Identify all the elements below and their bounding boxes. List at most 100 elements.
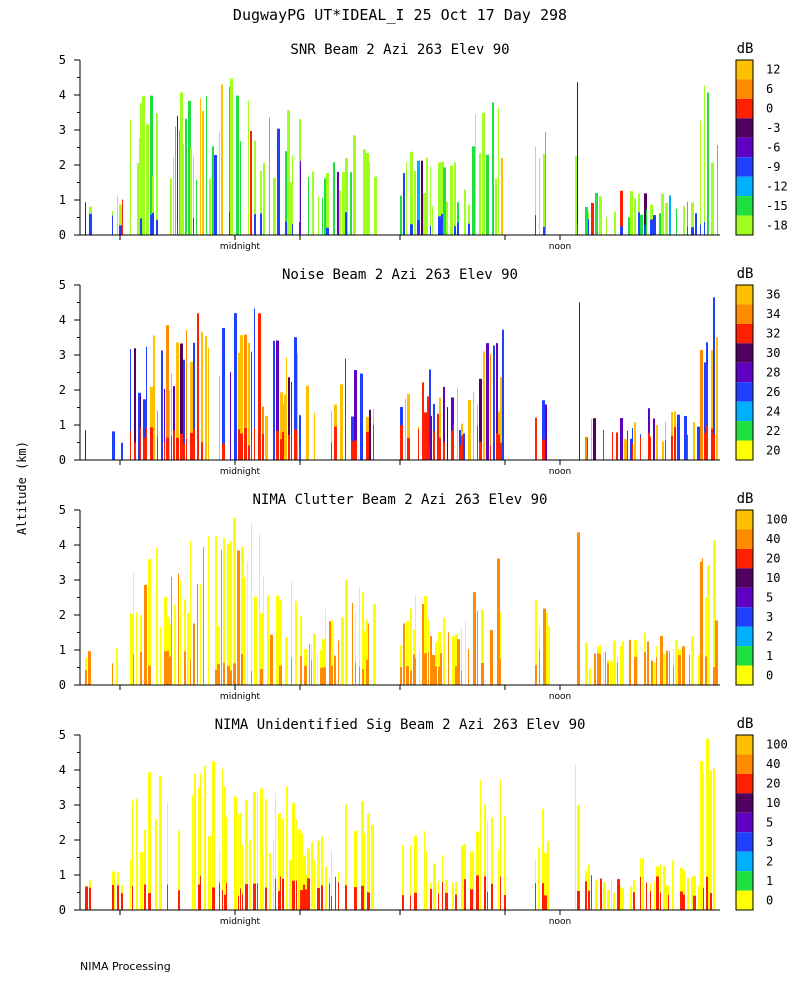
- colorbar-label: 40: [766, 757, 780, 771]
- heatmap-cell: [634, 656, 637, 685]
- heatmap-cell: [197, 663, 198, 685]
- heatmap-cell: [446, 201, 448, 235]
- heatmap-cell: [689, 654, 690, 685]
- heatmap-cell: [138, 392, 141, 460]
- heatmap-cell: [345, 885, 347, 910]
- footer-note: NIMA Processing: [80, 960, 171, 973]
- heatmap-cell: [455, 633, 458, 685]
- heatmap-cell: [130, 859, 131, 910]
- heatmap-cell: [613, 892, 615, 910]
- heatmap-cell: [240, 812, 241, 910]
- heatmap-cell: [704, 221, 705, 235]
- heatmap-cell: [164, 442, 165, 460]
- heatmap-cell: [150, 427, 153, 460]
- heatmap-cell: [464, 189, 466, 235]
- heatmap-cell: [453, 424, 454, 460]
- heatmap-cell: [300, 656, 302, 685]
- heatmap-cell: [676, 208, 677, 235]
- heatmap-cell: [85, 670, 87, 685]
- heatmap-cell: [700, 651, 702, 685]
- heatmap-cell: [164, 388, 165, 460]
- heatmap-cell: [307, 878, 310, 910]
- heatmap-cell: [299, 414, 300, 460]
- heatmap-cell: [424, 596, 427, 685]
- heatmap-cell: [175, 126, 176, 235]
- heatmap-cell: [500, 658, 501, 685]
- heatmap-cell: [691, 636, 694, 685]
- heatmap-cell: [640, 876, 641, 910]
- heatmap-cell: [180, 580, 181, 685]
- heatmap-cell: [642, 858, 644, 910]
- heatmap-cell: [130, 119, 131, 235]
- heatmap-cell: [241, 547, 244, 685]
- heatmap-cell: [134, 348, 136, 460]
- heatmap-cell: [238, 352, 240, 460]
- heatmap-cell: [497, 558, 500, 685]
- heatmap-cell: [703, 771, 704, 910]
- heatmap-cell: [192, 795, 193, 910]
- colorbar-swatch: [736, 871, 753, 891]
- heatmap-cell: [588, 890, 590, 910]
- heatmap-cell: [702, 558, 703, 685]
- colorbar-label: 3: [766, 835, 773, 849]
- heatmap-cell: [273, 340, 275, 460]
- heatmap-cell: [130, 431, 131, 460]
- heatmap-cell: [227, 666, 230, 685]
- heatmap-cell: [597, 653, 600, 685]
- heatmap-cell: [269, 853, 271, 910]
- heatmap-cell: [402, 845, 404, 910]
- heatmap-cell: [698, 654, 700, 685]
- heatmap-cell: [320, 649, 323, 685]
- heatmap-cell: [427, 436, 429, 460]
- heatmap-cell: [504, 816, 506, 910]
- heatmap-cell: [711, 350, 713, 460]
- heatmap-cell: [490, 353, 491, 460]
- heatmap-cell: [262, 406, 264, 460]
- heatmap-cell: [285, 221, 287, 235]
- heatmap-cell: [438, 632, 441, 685]
- y-tick-label: 3: [59, 798, 66, 812]
- heatmap-cell: [711, 428, 713, 460]
- heatmap-cell: [250, 130, 252, 235]
- x-tick-label: noon: [549, 242, 571, 252]
- heatmap-cell: [612, 432, 613, 460]
- heatmap-cell: [603, 429, 604, 460]
- heatmap-cell: [186, 438, 187, 460]
- colorbar-label: 100: [766, 513, 788, 527]
- heatmap-cell: [644, 193, 647, 235]
- heatmap-cell: [477, 610, 478, 685]
- heatmap-cell: [169, 624, 171, 685]
- heatmap-cell: [338, 882, 339, 910]
- heatmap-cell: [146, 427, 147, 460]
- heatmap-cell: [683, 870, 685, 910]
- heatmap-cell: [535, 600, 537, 685]
- heatmap-cell: [238, 429, 240, 460]
- heatmap-cell: [254, 308, 255, 460]
- panel-title: NIMA Unidentified Sig Beam 2 Azi 263 Ele…: [215, 717, 586, 733]
- heatmap-cell: [374, 176, 377, 235]
- heatmap-cell: [634, 198, 636, 235]
- heatmap-cell: [535, 417, 537, 460]
- heatmap-cell: [236, 95, 239, 235]
- heatmap-cell: [173, 157, 174, 235]
- panel-4: NIMA Unidentified Sig Beam 2 Azi 263 Ele…: [59, 716, 788, 927]
- heatmap-cell: [707, 92, 709, 235]
- heatmap-cell: [713, 667, 716, 685]
- heatmap-cell: [490, 654, 493, 685]
- heatmap-cell: [656, 425, 658, 460]
- y-tick-label: 1: [59, 193, 66, 207]
- heatmap-cell: [159, 776, 162, 910]
- heatmap-cell: [620, 887, 622, 910]
- heatmap-cell: [282, 818, 284, 910]
- heatmap-cell: [193, 217, 194, 235]
- heatmap-cell: [245, 884, 248, 910]
- heatmap-cell: [400, 195, 402, 235]
- heatmap-cell: [200, 875, 201, 910]
- heatmap-cell: [493, 345, 495, 460]
- heatmap-cell: [585, 436, 588, 460]
- heatmap-cell: [705, 597, 707, 685]
- heatmap-cell: [260, 668, 263, 685]
- heatmap-cell: [542, 400, 545, 460]
- heatmap-cell: [359, 587, 360, 685]
- colorbar-frame: [735, 734, 754, 911]
